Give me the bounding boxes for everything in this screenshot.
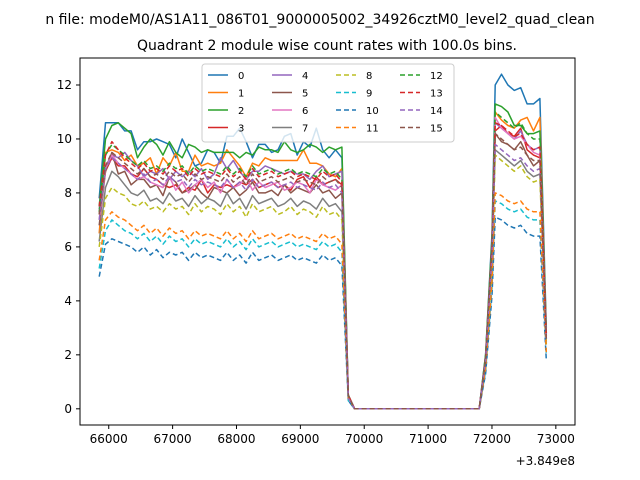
plot-area xyxy=(98,73,548,410)
x-tick-label: 70000 xyxy=(345,432,383,446)
y-axis: 0 2 4 6 8 10 12 xyxy=(57,78,80,416)
x-axis: 66000 67000 68000 69000 70000 71000 72000 73000 xyxy=(90,425,575,446)
y-tick-label: 0 xyxy=(64,402,72,416)
x-tick-label: 68000 xyxy=(217,432,255,446)
legend-label-10: 10 xyxy=(366,106,379,117)
x-tick-label: 73000 xyxy=(537,432,575,446)
legend-label-13: 13 xyxy=(430,89,443,100)
x-offset-label: +3.849e8 xyxy=(516,454,575,468)
series-line-9 xyxy=(98,200,548,410)
legend-label-1: 1 xyxy=(238,89,244,100)
x-tick-label: 67000 xyxy=(154,432,192,446)
legend-label-5: 5 xyxy=(302,89,308,100)
y-tick-label: 8 xyxy=(64,186,72,200)
y-tick-label: 10 xyxy=(57,132,72,146)
legend-label-8: 8 xyxy=(366,71,372,82)
series-line-12 xyxy=(98,111,548,410)
legend-label-14: 14 xyxy=(430,106,443,117)
y-tick-label: 4 xyxy=(64,294,72,308)
legend-label-7: 7 xyxy=(302,124,308,135)
legend-label-6: 6 xyxy=(302,106,308,117)
legend-label-11: 11 xyxy=(366,124,379,135)
legend-label-12: 12 xyxy=(430,71,443,82)
x-tick-label: 72000 xyxy=(473,432,511,446)
figure-suptitle: n file: modeM0/AS1A11_086T01_9000005002_… xyxy=(45,12,594,28)
legend-frame xyxy=(201,63,455,143)
legend-label-0: 0 xyxy=(238,71,244,82)
axes-frame xyxy=(79,57,576,426)
legend-label-4: 4 xyxy=(302,71,308,82)
y-tick-label: 6 xyxy=(64,240,72,254)
x-tick-label: 66000 xyxy=(90,432,128,446)
x-tick-label: 71000 xyxy=(409,432,447,446)
series-layer xyxy=(98,73,548,410)
x-tick-label: 69000 xyxy=(281,432,319,446)
series-line-11 xyxy=(98,192,548,410)
y-tick-label: 2 xyxy=(64,348,72,362)
legend-label-2: 2 xyxy=(238,106,244,117)
series-line-10 xyxy=(98,216,548,410)
chart-title: Quadrant 2 module wise count rates with … xyxy=(137,38,517,54)
y-tick-label: 12 xyxy=(57,78,72,92)
legend-label-9: 9 xyxy=(366,89,372,100)
series-line-15 xyxy=(98,132,548,410)
legend-label-15: 15 xyxy=(430,124,443,135)
legend-label-3: 3 xyxy=(238,124,244,135)
series-line-8 xyxy=(98,154,548,410)
